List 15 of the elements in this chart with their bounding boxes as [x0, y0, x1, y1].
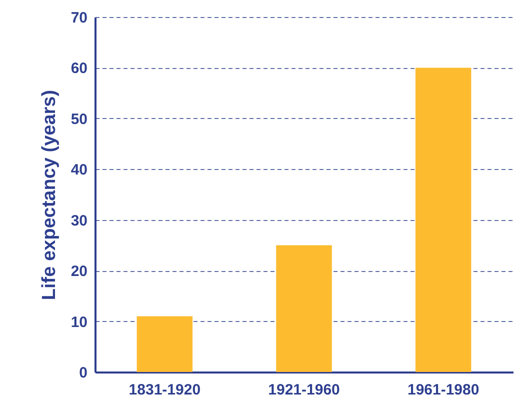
- y-axis-title: Life expectancy (years): [38, 90, 60, 300]
- x-tick-label: 1921-1960: [268, 382, 340, 398]
- x-tick-label: 1961-1980: [407, 382, 480, 398]
- y-tick-label: 0: [79, 364, 88, 382]
- y-tick-label: 20: [70, 263, 88, 280]
- y-tick-label: 70: [70, 10, 88, 26]
- bar: [415, 68, 472, 372]
- bar: [136, 316, 193, 372]
- y-tick-label: 30: [70, 212, 88, 230]
- y-tick-label: 10: [70, 314, 88, 331]
- y-tick-label: 50: [70, 110, 88, 128]
- y-tick-label: 40: [70, 162, 88, 179]
- bar: [276, 245, 332, 372]
- y-tick-label: 60: [70, 60, 88, 78]
- x-tick-label: 1831-1920: [128, 382, 201, 398]
